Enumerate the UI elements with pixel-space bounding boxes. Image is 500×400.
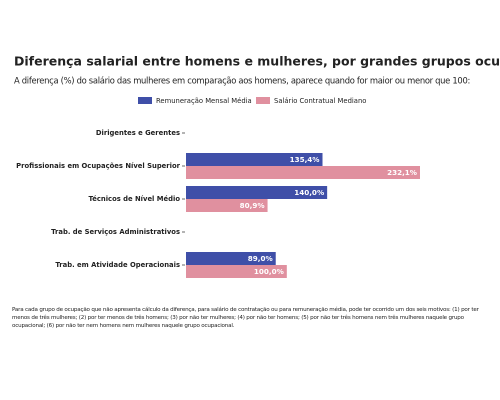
y-tick-label: Dirigentes e Gerentes [96,129,180,137]
bar [186,265,287,278]
y-tick-label: Profissionais em Ocupações Nível Superio… [16,162,180,170]
footnote: Para cada grupo de ocupação que não apre… [12,307,479,329]
value-label: 100,0% [254,267,284,276]
legend-swatch [256,97,270,104]
value-label: 135,4% [290,155,320,164]
legend-swatch [138,97,152,104]
y-tick-label: Trab. de Serviços Administrativos [51,228,180,236]
value-label: 89,0% [248,254,273,263]
y-tick-label: Trab. em Atividade Operacionais [55,261,180,269]
bar [186,186,328,199]
bar [186,153,323,166]
value-label: 140,0% [294,188,324,197]
y-tick-label: Técnicos de Nível Médio [89,195,181,203]
bar [186,166,420,179]
legend-label: Remuneração Mensal Média [156,97,252,105]
bar [186,252,276,265]
bar [186,199,268,212]
legend-label: Salário Contratual Mediano [274,97,366,105]
value-label: 80,9% [240,201,265,210]
chart-subtitle: A diferença (%) do salário das mulheres … [14,76,470,86]
chart-title: Diferença salarial entre homens e mulher… [14,54,500,69]
value-label: 232,1% [387,168,417,177]
